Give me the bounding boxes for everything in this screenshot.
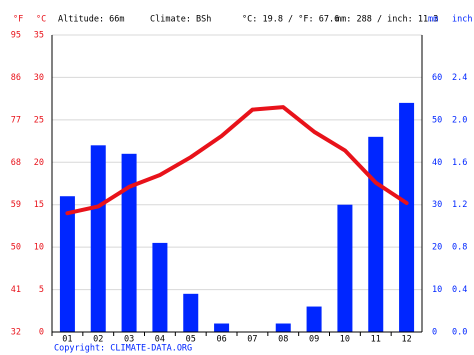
- x-tick-label: 10: [340, 335, 350, 345]
- y2-tick-label: 30: [432, 200, 442, 210]
- precip-bar: [399, 102, 415, 332]
- y-tick-label: 5: [39, 285, 44, 295]
- precip-bar: [337, 204, 353, 332]
- inch-tick-label: 0.0: [452, 328, 467, 338]
- f-tick-label: 95: [11, 31, 21, 41]
- f-tick-label: 50: [11, 243, 21, 253]
- precip-bar: [214, 323, 230, 332]
- x-tick-label: 08: [278, 335, 288, 345]
- x-tick-label: 03: [124, 335, 134, 345]
- temperature-line: [65, 105, 409, 216]
- inch-tick-label: 0.4: [452, 285, 467, 295]
- x-tick-label: 02: [93, 335, 103, 345]
- y2-tick-label: 50: [432, 115, 442, 125]
- y-tick-label: 30: [34, 73, 44, 83]
- inch-tick-label: 1.2: [452, 200, 467, 210]
- x-tick-label: 04: [155, 335, 165, 345]
- unit-mm: mm: [428, 15, 438, 25]
- x-tick-label: 06: [216, 335, 226, 345]
- y-tick-label: 15: [34, 200, 44, 210]
- x-tick-label: 05: [186, 335, 196, 345]
- inch-tick-label: 2.4: [452, 73, 467, 83]
- unit-f: °F: [13, 15, 23, 25]
- f-tick-label: 86: [11, 73, 21, 83]
- climate: Climate: BSh: [150, 15, 211, 25]
- y2-tick-label: 60: [432, 73, 442, 83]
- unit-c: °C: [36, 15, 46, 25]
- x-tick-label: 11: [371, 335, 381, 345]
- precip-bar: [90, 145, 106, 332]
- x-tick-label: 07: [247, 335, 257, 345]
- altitude: Altitude: 66m: [58, 15, 125, 25]
- y-tick-label: 10: [34, 243, 44, 253]
- precip-bar: [275, 323, 291, 332]
- f-tick-label: 41: [11, 285, 21, 295]
- y2-tick-label: 20: [432, 243, 442, 253]
- f-tick-label: 77: [11, 115, 21, 125]
- inch-tick-label: 0.8: [452, 243, 467, 253]
- y-tick-label: 0: [39, 328, 44, 338]
- y-tick-label: 25: [34, 115, 44, 125]
- f-tick-label: 68: [11, 158, 21, 168]
- x-tick-label: 09: [309, 335, 319, 345]
- y2-tick-label: 10: [432, 285, 442, 295]
- copyright: Copyright: CLIMATE-DATA.ORG: [54, 344, 192, 354]
- f-tick-label: 59: [11, 200, 21, 210]
- f-tick-label: 32: [11, 328, 21, 338]
- temp-summary: °C: 19.8 / °F: 67.6: [242, 15, 339, 25]
- y2-tick-label: 40: [432, 158, 442, 168]
- precip-summary: mm: 288 / inch: 11.3: [336, 15, 438, 25]
- precip-bar: [59, 196, 75, 332]
- x-tick-label: 12: [401, 335, 411, 345]
- y-tick-label: 35: [34, 31, 44, 41]
- precip-bar: [368, 136, 384, 332]
- unit-inch: inch: [452, 15, 472, 25]
- y2-tick-label: 0: [432, 328, 437, 338]
- x-tick-label: 01: [62, 335, 72, 345]
- inch-tick-label: 1.6: [452, 158, 467, 168]
- precip-bar: [183, 293, 199, 332]
- inch-tick-label: 2.0: [452, 115, 467, 125]
- y-tick-label: 20: [34, 158, 44, 168]
- precip-bar: [121, 153, 137, 332]
- precip-bar: [306, 306, 322, 332]
- precip-bar: [152, 242, 168, 332]
